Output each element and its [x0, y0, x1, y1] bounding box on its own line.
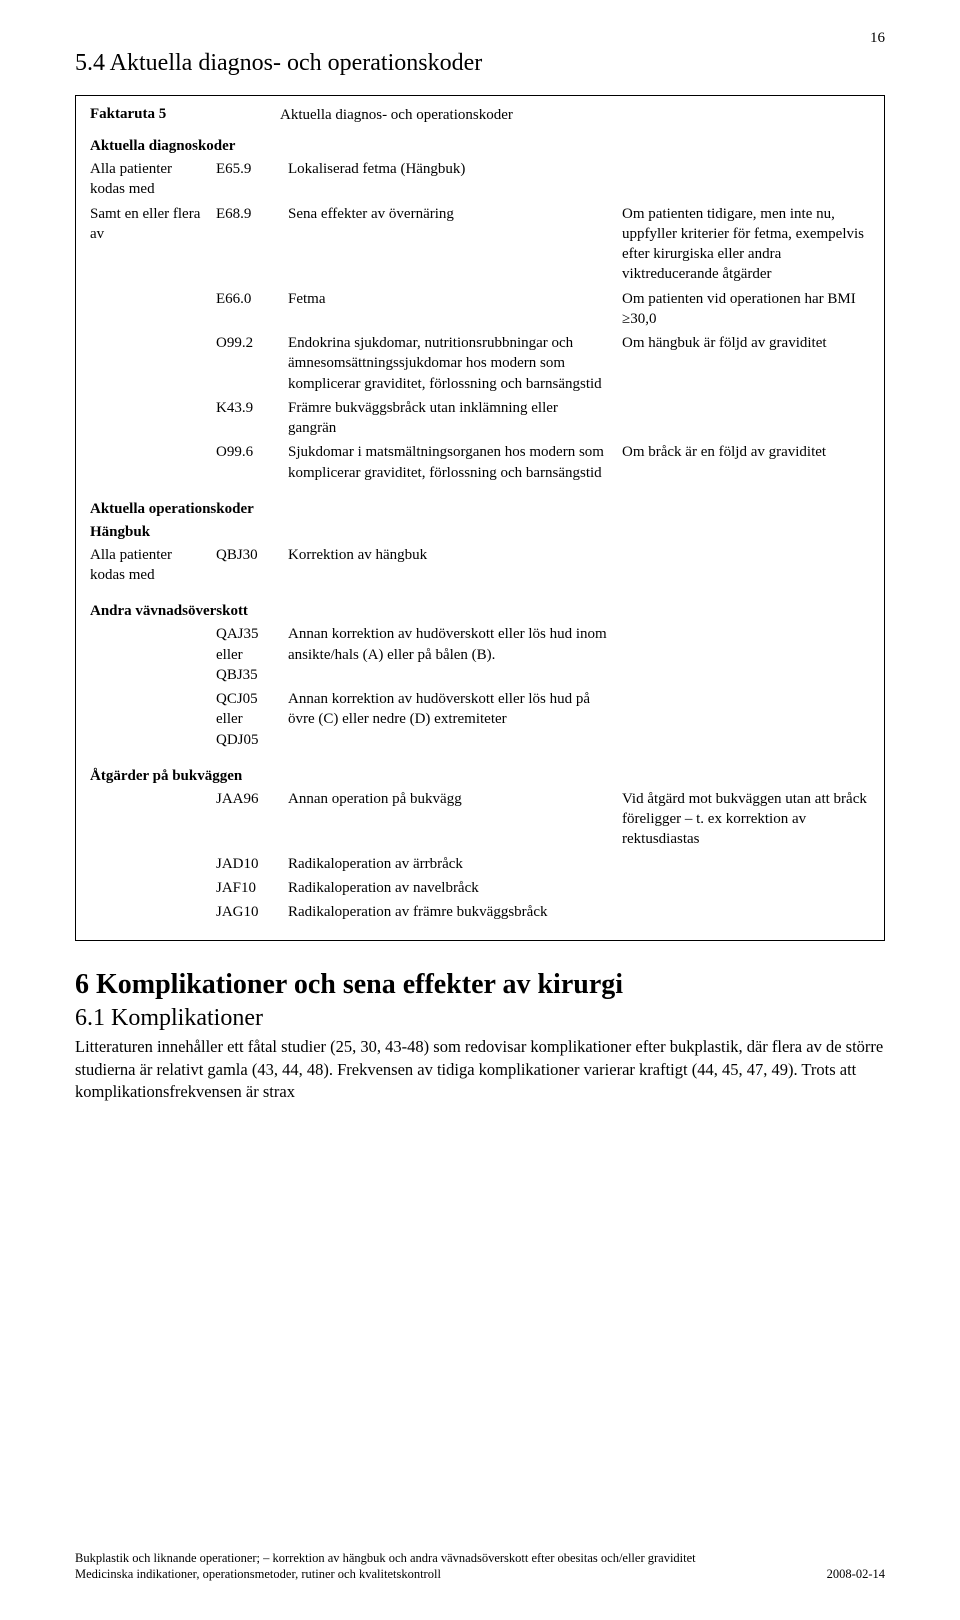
andra-vavnad-heading: Andra vävnadsöverskott [90, 603, 870, 620]
cell: Radikaloperation av navelbråck [288, 878, 622, 898]
cell: Radikaloperation av främre bukväggsbråck [288, 902, 622, 922]
footer-line-1: Bukplastik och liknande operationer; – k… [75, 1550, 885, 1566]
cell: Annan operation på bukvägg [288, 789, 622, 809]
cell: E66.0 [216, 289, 288, 309]
op-row: JAA96Annan operation på bukväggVid åtgär… [90, 789, 870, 850]
page-footer: Bukplastik och liknande operationer; – k… [75, 1550, 885, 1583]
cell: E68.9 [216, 204, 288, 224]
cell: Främre bukväggsbråck utan inklämning ell… [288, 398, 622, 439]
cell: Fetma [288, 289, 622, 309]
cell: O99.6 [216, 442, 288, 462]
cell: Om patienten tidigare, men inte nu, uppf… [622, 204, 870, 285]
cell: Annan korrektion av hudöverskott eller l… [288, 624, 622, 665]
section-6-heading: 6 Komplikationer och sena effekter av ki… [75, 969, 885, 1001]
section-6-1-heading: 6.1 Komplikationer [75, 1005, 885, 1032]
cell: K43.9 [216, 398, 288, 418]
section-6-1-body: Litteraturen innehåller ett fåtal studie… [75, 1036, 885, 1103]
diag-row: Alla patienter kodas medE65.9Lokaliserad… [90, 159, 870, 200]
diag-row: K43.9Främre bukväggsbråck utan inklämnin… [90, 398, 870, 439]
footer-line-2: Medicinska indikationer, operationsmetod… [75, 1566, 441, 1582]
cell: Om bråck är en följd av graviditet [622, 442, 870, 462]
cell: Korrektion av hängbuk [288, 545, 622, 565]
cell: QBJ30 [216, 545, 288, 565]
cell: Lokaliserad fetma (Hängbuk) [288, 159, 622, 179]
faktaruta-label: Faktaruta 5 [90, 106, 276, 123]
op-row: QCJ05 eller QDJ05Annan korrektion av hud… [90, 689, 870, 750]
op-row: QAJ35 eller QBJ35Annan korrektion av hud… [90, 624, 870, 685]
diagnoskoder-heading: Aktuella diagnoskoder [90, 138, 870, 155]
op-row: JAG10Radikaloperation av främre bukväggs… [90, 902, 870, 922]
faktaruta-5-box: Faktaruta 5 Aktuella diagnos- och operat… [75, 95, 885, 941]
cell: Vid åtgärd mot bukväggen utan att bråck … [622, 789, 870, 850]
cell: Sjukdomar i matsmältningsorganen hos mod… [288, 442, 622, 483]
cell: Om patienten vid operationen har BMI ≥30… [622, 289, 870, 330]
page-number: 16 [870, 30, 885, 47]
cell: QAJ35 eller QBJ35 [216, 624, 288, 685]
diag-row: Samt en eller flera avE68.9Sena effekter… [90, 204, 870, 285]
hangbuk-heading: Hängbuk [90, 524, 870, 541]
op-row: JAD10Radikaloperation av ärrbråck [90, 854, 870, 874]
atgarder-heading: Åtgärder på bukväggen [90, 768, 870, 785]
cell: JAD10 [216, 854, 288, 874]
cell: Samt en eller flera av [90, 204, 216, 245]
cell: JAG10 [216, 902, 288, 922]
cell: Om hängbuk är följd av graviditet [622, 333, 870, 353]
diag-row: O99.6Sjukdomar i matsmältningsorganen ho… [90, 442, 870, 483]
cell: Alla patienter kodas med [90, 159, 216, 200]
footer-date: 2008-02-14 [827, 1566, 885, 1582]
faktaruta-title: Aktuella diagnos- och operationskoder [280, 107, 513, 123]
cell: Radikaloperation av ärrbråck [288, 854, 622, 874]
cell: JAA96 [216, 789, 288, 809]
op-row: JAF10Radikaloperation av navelbråck [90, 878, 870, 898]
cell: Endokrina sjukdomar, nutritionsrubbninga… [288, 333, 622, 394]
cell: Annan korrektion av hudöverskott eller l… [288, 689, 622, 730]
diag-row: E66.0FetmaOm patienten vid operationen h… [90, 289, 870, 330]
cell: Alla patienter kodas med [90, 545, 216, 586]
op-row: Alla patienter kodas medQBJ30Korrektion … [90, 545, 870, 586]
section-5-4-heading: 5.4 Aktuella diagnos- och operationskode… [75, 50, 885, 77]
operationskoder-heading: Aktuella operationskoder [90, 501, 870, 518]
cell: E65.9 [216, 159, 288, 179]
diag-row: O99.2Endokrina sjukdomar, nutritionsrubb… [90, 333, 870, 394]
cell: JAF10 [216, 878, 288, 898]
cell: QCJ05 eller QDJ05 [216, 689, 288, 750]
cell: O99.2 [216, 333, 288, 353]
cell: Sena effekter av övernäring [288, 204, 622, 224]
